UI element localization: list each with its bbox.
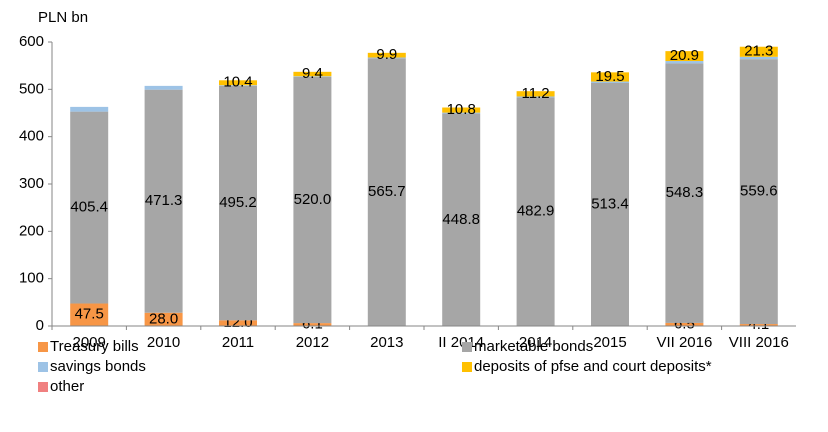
y-tick-label: 0 xyxy=(36,317,44,334)
data-label: 405.4 xyxy=(70,199,108,216)
data-label: 559.6 xyxy=(740,183,778,200)
data-label: 513.4 xyxy=(591,195,629,212)
y-tick-label: 300 xyxy=(19,175,44,192)
bar-segment xyxy=(70,111,109,304)
data-label: 495.2 xyxy=(219,194,257,211)
bar-segment xyxy=(591,72,629,82)
legend-swatch xyxy=(462,362,472,372)
x-tick-label: VIII 2016 xyxy=(729,334,789,351)
data-label: 47.5 xyxy=(75,306,104,323)
bar-segment xyxy=(442,113,481,327)
bar-segment xyxy=(367,52,406,58)
legend-label: deposits of pfse and court deposits* xyxy=(474,358,712,375)
legend-label: Treasury bills xyxy=(50,338,139,355)
bar-segment xyxy=(293,76,332,77)
y-tick-label: 100 xyxy=(19,270,44,287)
bar-segment xyxy=(739,59,778,325)
bar-segment xyxy=(442,107,481,113)
legend-swatch xyxy=(38,342,48,352)
bar-segment xyxy=(665,322,704,326)
bar-segment xyxy=(293,71,332,77)
data-label: 20.9 xyxy=(670,47,699,64)
bar-segment xyxy=(70,303,109,326)
x-tick-label: 2011 xyxy=(222,334,254,351)
bar-segment xyxy=(293,323,332,326)
data-label: 565.7 xyxy=(368,183,406,200)
y-tick-label: 400 xyxy=(19,128,44,145)
data-label: 471.3 xyxy=(145,192,183,209)
x-tick-label: 2010 xyxy=(147,334,180,351)
legend-swatch xyxy=(462,342,472,352)
data-label: 9.4 xyxy=(302,65,323,82)
bar-segment xyxy=(144,85,183,90)
data-label: 10.4 xyxy=(223,74,252,91)
bar-segment xyxy=(293,76,332,324)
bar-segment xyxy=(219,85,257,321)
bar-segment xyxy=(219,80,257,86)
x-tick-label: 2013 xyxy=(370,334,403,351)
data-label: 10.8 xyxy=(447,101,476,118)
bar-segment xyxy=(144,89,183,313)
bar-segment xyxy=(516,96,555,98)
bar-segment xyxy=(144,312,183,326)
data-label: 520.0 xyxy=(294,191,332,208)
legend-label: other xyxy=(50,378,84,395)
data-label: 19.5 xyxy=(595,68,624,85)
x-tick-label: VII 2016 xyxy=(656,334,712,351)
y-tick-label: 600 xyxy=(19,33,44,50)
x-tick-label: 2015 xyxy=(593,334,626,351)
data-label: 448.8 xyxy=(442,211,480,228)
data-label: 28.0 xyxy=(149,310,178,327)
bar-segment xyxy=(219,85,257,86)
legend-swatch xyxy=(38,382,48,392)
bar-segment xyxy=(367,58,406,327)
bar-segment xyxy=(665,61,704,64)
data-label: 9.9 xyxy=(376,46,397,63)
legend-swatch xyxy=(38,362,48,372)
bar-segment xyxy=(516,91,555,97)
bar-segment xyxy=(665,51,704,62)
legend-label: marketable bonds xyxy=(474,338,593,355)
legend-label: savings bonds xyxy=(50,358,146,375)
bar-segment xyxy=(739,56,778,60)
bar-segment xyxy=(665,63,704,323)
bar-segment xyxy=(739,324,778,326)
data-label: 482.9 xyxy=(517,203,555,220)
bar-segment xyxy=(70,106,109,112)
x-tick-label: 2014 xyxy=(519,334,552,351)
x-tick-label: 2009 xyxy=(73,334,106,351)
y-tick-label: 200 xyxy=(19,222,44,239)
bar-segment xyxy=(739,46,778,57)
bar-segment xyxy=(219,320,257,326)
data-label: 21.3 xyxy=(744,43,773,60)
bar-segment xyxy=(442,112,481,114)
bar-segment xyxy=(591,82,629,327)
x-tick-label: II 2014 xyxy=(438,334,484,351)
bar-segment xyxy=(591,81,629,83)
bar-segment xyxy=(516,97,555,326)
y-axis-title: PLN bn xyxy=(38,9,88,26)
bar-segment xyxy=(367,57,406,59)
y-tick-label: 500 xyxy=(19,80,44,97)
x-tick-label: 2012 xyxy=(296,334,329,351)
data-label: 548.3 xyxy=(666,184,704,201)
data-label: 11.2 xyxy=(522,85,550,102)
